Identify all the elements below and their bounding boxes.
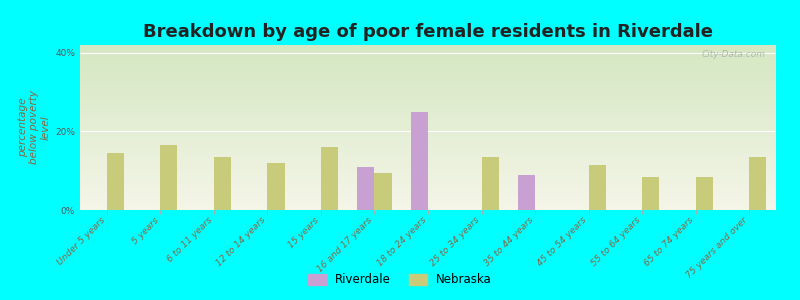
Bar [482,157,498,210]
Bar [160,145,178,210]
Bar [750,157,766,210]
Bar [267,163,285,210]
Bar [374,173,391,210]
Legend: Riverdale, Nebraska: Riverdale, Nebraska [303,269,497,291]
Bar [358,167,374,210]
Bar [589,165,606,210]
Text: City-Data.com: City-Data.com [702,50,766,59]
Title: Breakdown by age of poor female residents in Riverdale: Breakdown by age of poor female resident… [143,23,713,41]
Bar [321,147,338,210]
Bar [696,177,713,210]
Y-axis label: percentage
below poverty
level: percentage below poverty level [18,91,51,164]
Bar [642,177,659,210]
Bar [411,112,428,210]
Bar [518,175,535,210]
Bar [214,157,231,210]
Bar [106,153,124,210]
